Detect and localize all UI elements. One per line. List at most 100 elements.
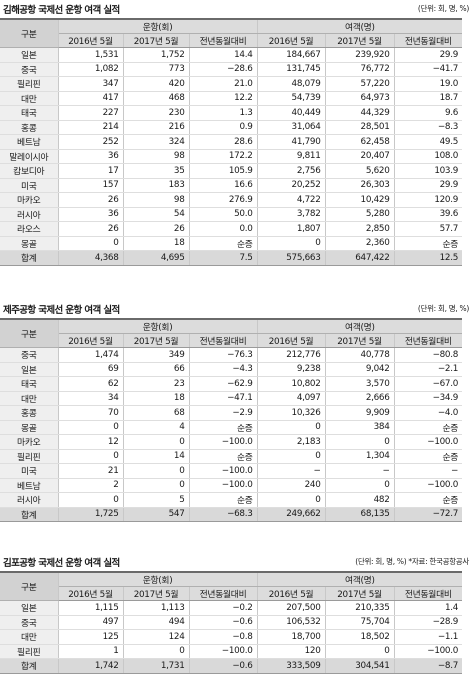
cell-flights-2017: 494 — [123, 615, 190, 630]
col-header-pax-yoy: 전년동월대비 — [394, 33, 463, 48]
cell-flights-2017: 0 — [123, 478, 190, 493]
gimhae-section: 김해공항 국제선 운항 여객 실적 (단위: 회, 명, %) 구분 운항(회)… — [0, 0, 475, 266]
cell-flights-2017: 26 — [123, 221, 190, 237]
cell-flights-2017: 98 — [123, 192, 190, 208]
total-cell-flights-2017: 1,731 — [123, 658, 190, 674]
cell-pax-yoy: −34.9 — [394, 391, 463, 406]
cell-flights-2017: 23 — [123, 376, 190, 392]
cell-flights-yoy: 16.6 — [189, 178, 258, 193]
cell-flights-2016: 62 — [58, 376, 124, 392]
cell-flights-2016: 347 — [58, 76, 124, 92]
cell-flights-2016: 0 — [58, 492, 124, 508]
cell-flights-2016: 0 — [58, 236, 124, 251]
cell-flights-2017: 124 — [123, 629, 190, 645]
col-header-pax-yoy: 전년동월대비 — [394, 586, 463, 601]
cell-pax-2017: 2,666 — [325, 391, 395, 406]
cell-pax-2017: 9,042 — [325, 362, 395, 377]
cell-country: 중국 — [0, 347, 59, 363]
cell-flights-2017: 1,752 — [123, 47, 190, 63]
cell-pax-yoy: −100.0 — [394, 644, 463, 659]
cell-pax-2017: 2,850 — [325, 221, 395, 237]
cell-flights-2017: 349 — [123, 347, 190, 363]
cell-pax-yoy: 순증 — [394, 236, 463, 251]
col-header-flights-yoy: 전년동월대비 — [189, 586, 258, 601]
cell-flights-2016: 17 — [58, 163, 124, 179]
cell-pax-2016: 1,807 — [257, 221, 326, 237]
cell-pax-2016: 4,722 — [257, 192, 326, 208]
cell-flights-2017: 773 — [123, 62, 190, 77]
jeju-unit-note: (단위: 회, 명, %) — [417, 304, 469, 313]
cell-pax-2017: 57,220 — [325, 76, 395, 92]
total-row: 합계 1,725 547 −68.3 249,662 68,135 −72.7 — [0, 506, 463, 522]
total-cell-flights-yoy: −68.3 — [189, 506, 258, 522]
cell-flights-2017: 14 — [123, 449, 190, 464]
cell-pax-2017: 0 — [325, 644, 395, 659]
cell-flights-yoy: −28.6 — [189, 62, 258, 77]
table-row: 중국 497 494 −0.6 106,532 75,704 −28.9 — [0, 615, 463, 630]
cell-flights-2016: 1 — [58, 644, 124, 659]
table-row: 홍콩 70 68 −2.9 10,326 9,909 −4.0 — [0, 405, 463, 421]
table-row: 중국 1,474 349 −76.3 212,776 40,778 −80.8 — [0, 347, 463, 363]
cell-pax-2016: 31,064 — [257, 120, 326, 135]
table-row: 베트남 252 324 28.6 41,790 62,458 49.5 — [0, 134, 463, 150]
cell-flights-yoy: 0.9 — [189, 120, 258, 135]
table-row: 대만 34 18 −47.1 4,097 2,666 −34.9 — [0, 391, 463, 406]
table-row: 베트남 2 0 −100.0 240 0 −100.0 — [0, 478, 463, 493]
category-header: 구분 — [0, 319, 59, 348]
cell-pax-2016: 9,238 — [257, 362, 326, 377]
category-header: 구분 — [0, 19, 59, 48]
cell-pax-2017: 482 — [325, 492, 395, 508]
table-row: 태국 62 23 −62.9 10,802 3,570 −67.0 — [0, 376, 463, 392]
col-header-flights-2017: 2017년 5월 — [123, 586, 190, 601]
cell-flights-2017: 4 — [123, 420, 190, 435]
table-row: 라오스 26 26 0.0 1,807 2,850 57.7 — [0, 221, 463, 237]
col-header-pax-2017: 2017년 5월 — [325, 33, 395, 48]
total-cell-flights-yoy: 7.5 — [189, 250, 258, 266]
cell-pax-yoy: 49.5 — [394, 134, 463, 150]
passengers-group-header: 여객(명) — [257, 19, 463, 34]
cell-pax-2016: 20,252 — [257, 178, 326, 193]
total-row: 합계 4,368 4,695 7.5 575,663 647,422 12.5 — [0, 250, 463, 266]
cell-pax-2017: 210,335 — [325, 600, 395, 616]
cell-pax-2017: 44,329 — [325, 105, 395, 121]
cell-pax-yoy: 19.0 — [394, 76, 463, 92]
flights-group-header: 운항(회) — [58, 572, 258, 587]
total-cell-pax-yoy: −8.7 — [394, 658, 463, 674]
total-cell-country: 합계 — [0, 250, 59, 266]
cell-flights-2016: 36 — [58, 149, 124, 164]
total-cell-flights-2017: 547 — [123, 506, 190, 522]
cell-flights-2016: 70 — [58, 405, 124, 421]
cell-country: 베트남 — [0, 134, 59, 150]
cell-pax-2017: 20,407 — [325, 149, 395, 164]
cell-flights-yoy: 172.2 — [189, 149, 258, 164]
cell-country: 일본 — [0, 362, 59, 377]
cell-flights-2016: 1,082 — [58, 62, 124, 77]
cell-pax-2016: 3,782 — [257, 207, 326, 222]
cell-flights-yoy: −100.0 — [189, 478, 258, 493]
cell-flights-2017: 324 — [123, 134, 190, 150]
cell-pax-2016: 212,776 — [257, 347, 326, 363]
cell-pax-2016: 2,183 — [257, 434, 326, 450]
cell-flights-2016: 125 — [58, 629, 124, 645]
cell-pax-2017: 40,778 — [325, 347, 395, 363]
cell-pax-2017: 239,920 — [325, 47, 395, 63]
jeju-section: 제주공항 국제선 운항 여객 실적 (단위: 회, 명, %) 구분 운항(회)… — [0, 300, 475, 522]
cell-pax-2016: 131,745 — [257, 62, 326, 77]
cell-flights-2017: 183 — [123, 178, 190, 193]
cell-pax-2016: 120 — [257, 644, 326, 659]
cell-pax-yoy: −2.1 — [394, 362, 463, 377]
cell-flights-yoy: −0.2 — [189, 600, 258, 616]
flights-group-header: 운항(회) — [58, 19, 258, 34]
total-cell-flights-2017: 4,695 — [123, 250, 190, 266]
cell-pax-2017: 18,502 — [325, 629, 395, 645]
cell-pax-2016: 0 — [257, 236, 326, 251]
cell-flights-2017: 5 — [123, 492, 190, 508]
cell-flights-2016: 0 — [58, 420, 124, 435]
cell-pax-2017: 64,973 — [325, 91, 395, 106]
total-cell-flights-2016: 1,742 — [58, 658, 124, 674]
cell-pax-2017: 2,360 — [325, 236, 395, 251]
cell-pax-2016: 40,449 — [257, 105, 326, 121]
cell-pax-2017: 5,280 — [325, 207, 395, 222]
cell-flights-2016: 214 — [58, 120, 124, 135]
cell-country: 몽골 — [0, 420, 59, 435]
